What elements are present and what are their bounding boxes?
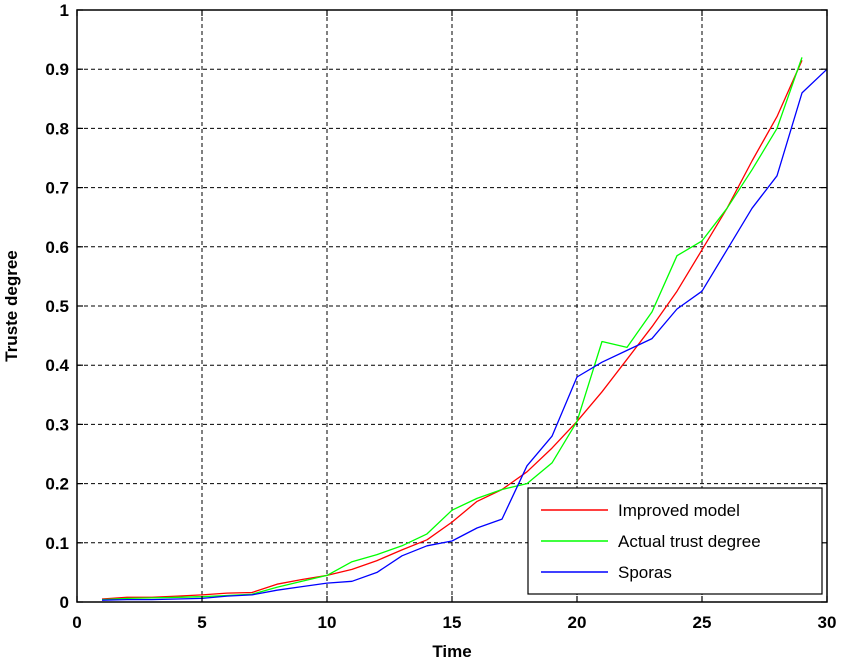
legend-label: Sporas	[618, 563, 672, 582]
series-layer	[101, 57, 828, 601]
tick-labels: 0 5 10 15 20 25 30 0 0.1 0.2 0.3 0.4 0.5 0.6 0.7 0.8 0.9…	[45, 1, 836, 632]
x-tick-label: 15	[443, 613, 462, 632]
y-axis-label: Truste degree	[2, 250, 21, 362]
y-tick-label: 0.4	[45, 356, 69, 375]
x-tick-label: 10	[318, 613, 337, 632]
y-tick-label: 0.6	[45, 238, 69, 257]
y-tick-label: 0	[60, 593, 69, 612]
x-tick-label: 30	[818, 613, 837, 632]
legend-label: Improved model	[618, 501, 740, 520]
series-line-2	[101, 68, 828, 601]
y-tick-label: 0.2	[45, 475, 69, 494]
y-tick-label: 0.8	[45, 119, 69, 138]
legend: Improved model Actual trust degree Sporas	[527, 487, 823, 595]
x-tick-label: 0	[72, 613, 81, 632]
x-tick-label: 5	[197, 613, 206, 632]
y-tick-label: 0.1	[45, 534, 69, 553]
y-tick-label: 0.9	[45, 60, 69, 79]
series-line-1	[101, 57, 803, 601]
y-tick-label: 0.5	[45, 297, 69, 316]
x-axis-label: Time	[432, 642, 471, 660]
y-tick-label: 0.3	[45, 415, 69, 434]
series-line-0	[101, 60, 803, 600]
y-tick-label: 1	[60, 1, 69, 20]
x-tick-label: 25	[693, 613, 712, 632]
y-tick-label: 0.7	[45, 179, 69, 198]
legend-label: Actual trust degree	[618, 532, 761, 551]
x-tick-label: 20	[568, 613, 587, 632]
